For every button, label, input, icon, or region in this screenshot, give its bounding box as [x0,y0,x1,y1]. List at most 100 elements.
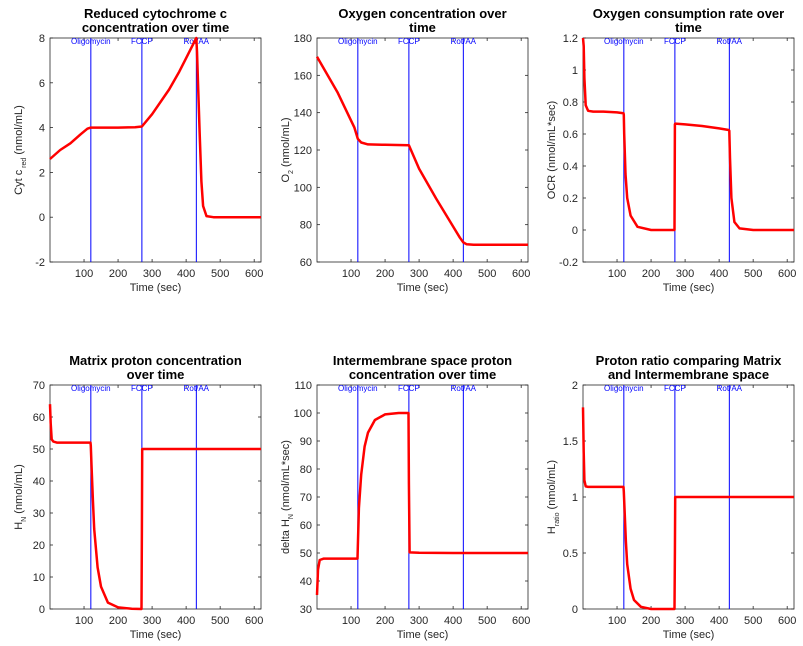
x-axis-label: Time (sec) [663,629,715,641]
y-axis-label: OCR (nmol/mL*sec) [546,101,558,199]
event-label: FCCP [664,384,686,393]
y-tick-label: 50 [300,548,312,560]
y-axis-label-part: N [288,514,295,519]
y-tick-label: 8 [39,33,45,45]
x-tick-label: 600 [245,615,263,627]
x-axis-label: Time (sec) [130,629,182,641]
x-tick-label: 100 [342,615,360,627]
y-tick-label: 1 [572,492,578,504]
y-tick-label: 0.5 [563,548,578,560]
y-axis-label: Cyt c red (nmol/mL) [13,105,28,195]
chart-title: Intermembrane space proton [333,353,512,368]
x-tick-label: 500 [744,268,762,280]
x-tick-label: 600 [512,615,530,627]
x-tick-label: 400 [444,268,462,280]
x-tick-label: 500 [478,268,496,280]
series-line-1 [581,37,794,232]
event-label: Oligomycin [604,384,644,393]
x-tick-label: 300 [143,268,161,280]
y-tick-label: 40 [300,576,312,588]
y-tick-label: 60 [300,520,312,532]
x-tick-label: 100 [75,615,93,627]
y-axis-label-part: Cyt c [13,169,25,195]
x-axis-label: Time (sec) [130,282,182,294]
y-axis-label: O2 (nmol/mL) [280,117,295,182]
x-tick-label: 200 [376,268,394,280]
y-tick-label: 0 [39,604,45,616]
x-tick-label: 400 [444,615,462,627]
y-tick-label: 0 [572,604,578,616]
plot-area [316,384,529,610]
chart-title: Matrix proton concentration [69,353,242,368]
x-tick-label: 600 [245,268,263,280]
x-tick-label: 600 [512,268,530,280]
event-label: FCCP [398,384,420,393]
event-label: Rot/AA [451,384,477,393]
x-axis-label: Time (sec) [663,282,715,294]
y-tick-label: 0 [572,225,578,237]
y-axis-label-part: N [21,517,28,522]
event-label: Rot/AA [184,384,210,393]
chart-title: and Intermembrane space [608,367,769,382]
x-axis-label: Time (sec) [397,629,449,641]
x-tick-label: 400 [710,615,728,627]
y-tick-label: 180 [294,33,312,45]
x-tick-label: 100 [608,268,626,280]
y-tick-label: 70 [300,492,312,504]
chart-panel-6: 100 200 300 400 500 600 0 0.5 1 1.5 2 Oligomycin FCC… [546,353,796,641]
chart-title: Oxygen consumption rate over [593,6,784,21]
y-tick-label: 80 [300,464,312,476]
y-tick-label: 60 [33,412,45,424]
series-line-1 [315,56,528,247]
y-axis-label: Hratio (nmol/mL) [546,460,561,534]
y-tick-label: 0.2 [563,193,578,205]
x-tick-label: 100 [75,268,93,280]
x-axis-label: Time (sec) [397,282,449,294]
y-tick-label: 110 [294,380,312,392]
y-tick-label: 0.4 [563,161,578,173]
y-tick-label: 140 [294,108,312,120]
y-tick-label: 0 [39,212,45,224]
y-axis-label-part: O [280,174,292,183]
x-tick-label: 100 [342,268,360,280]
y-tick-label: 30 [33,508,45,520]
x-tick-label: 600 [778,615,796,627]
chart-title: Oxygen concentration over [338,6,506,21]
x-tick-label: 400 [177,615,195,627]
event-label: FCCP [664,37,686,46]
plot-area [49,37,262,263]
y-tick-label: 6 [39,78,45,90]
series-line-1 [581,407,794,611]
x-tick-label: 200 [109,615,127,627]
chart-title: Proton ratio comparing Matrix [596,353,782,368]
y-axis-label-part: delta H [280,519,292,554]
plot-area [316,37,529,263]
series-line-1 [49,36,261,219]
y-axis-label-part: 2 [288,170,295,174]
event-label: Oligomycin [604,37,644,46]
y-tick-label: 50 [33,444,45,456]
y-tick-label: 10 [33,572,45,584]
chart-title: concentration over time [349,367,496,382]
chart-title: Reduced cytochrome c [84,6,227,21]
y-axis-label-part: OCR (nmol/mL*sec) [546,101,558,199]
plot-area [582,37,795,263]
x-tick-label: 300 [143,615,161,627]
y-axis-label: HN (nmol/mL) [13,464,28,530]
y-axis-label-part: (nmol/mL*sec) [280,440,292,514]
x-tick-label: 300 [676,615,694,627]
series-line-1 [315,411,528,596]
y-tick-label: 40 [33,476,45,488]
chart-panel-2: 100 200 300 400 500 600 60 80 100 120 140 160 180 Oli… [280,6,530,294]
x-tick-label: 200 [642,615,660,627]
x-tick-label: 100 [608,615,626,627]
event-label: FCCP [131,37,153,46]
y-tick-label: 1.5 [563,436,578,448]
y-axis-label-part: H [546,526,558,534]
y-axis-label-part: (nmol/mL) [13,464,25,517]
y-tick-label: 1.2 [563,33,578,45]
y-tick-label: 2 [39,167,45,179]
x-tick-label: 300 [410,615,428,627]
chart-panel-3: 100 200 300 400 500 600 -0.2 0 0.2 0.4 0.6 0.8 1 1.2 O… [546,6,796,294]
